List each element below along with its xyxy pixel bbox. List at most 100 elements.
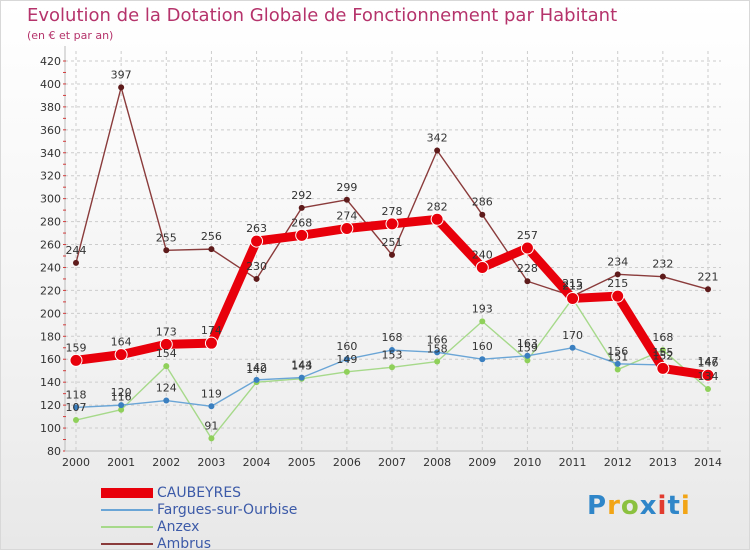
data-label-anzex-2001: 116 bbox=[111, 391, 132, 404]
data-label-fargues-sur-ourbise-2002: 124 bbox=[156, 382, 177, 395]
data-label-caubeyres-2005: 268 bbox=[291, 216, 312, 229]
y-tick-label-360: 360 bbox=[40, 124, 61, 137]
point-anzex-2003 bbox=[208, 435, 215, 442]
point-anzex-2013 bbox=[659, 347, 666, 354]
point-ambrus-2005 bbox=[298, 204, 305, 211]
data-label-anzex-2004: 140 bbox=[246, 363, 267, 376]
point-caubeyres-2008 bbox=[430, 212, 444, 226]
data-label-anzex-2011: 213 bbox=[562, 279, 583, 292]
y-tick-label-420: 420 bbox=[40, 55, 61, 68]
legend-swatch-fargues bbox=[101, 509, 153, 511]
series-anzex bbox=[73, 295, 711, 442]
data-label-anzex-2013: 168 bbox=[652, 331, 673, 344]
point-fargues-sur-ourbise-2005 bbox=[298, 374, 305, 381]
point-fargues-sur-ourbise-2001 bbox=[118, 402, 125, 409]
legend-swatch-anzex bbox=[101, 526, 153, 528]
data-label-caubeyres-2002: 173 bbox=[156, 325, 177, 338]
data-label-fargues-sur-ourbise-2012: 156 bbox=[607, 345, 628, 358]
data-label-fargues-sur-ourbise-2005: 144 bbox=[291, 359, 312, 372]
data-label-caubeyres-2010: 257 bbox=[517, 229, 538, 242]
point-ambrus-2013 bbox=[659, 273, 666, 280]
x-tick-label-2009: 2009 bbox=[468, 456, 496, 469]
y-tick-label-380: 380 bbox=[40, 101, 61, 114]
series-group bbox=[69, 84, 715, 442]
point-anzex-2007 bbox=[389, 364, 395, 371]
y-tick-label-140: 140 bbox=[40, 376, 61, 389]
data-label-fargues-sur-ourbise-2009: 160 bbox=[472, 340, 493, 353]
data-label-ambrus-2011: 215 bbox=[562, 277, 583, 290]
x-axis: 2000 2001 2002 2003 2004 2005 2006 2007 2008 2009… bbox=[62, 450, 722, 469]
point-anzex-2008 bbox=[434, 358, 441, 365]
data-label-ambrus-2006: 299 bbox=[336, 181, 357, 194]
data-label-anzex-2006: 149 bbox=[336, 353, 357, 366]
point-anzex-2010 bbox=[524, 357, 531, 364]
data-label-ambrus-2001: 397 bbox=[111, 68, 132, 81]
y-tick-label-240: 240 bbox=[40, 261, 61, 274]
data-label-caubeyres-2006: 274 bbox=[336, 209, 357, 222]
data-label-ambrus-2000: 244 bbox=[66, 244, 87, 257]
data-label-fargues-sur-ourbise-2008: 166 bbox=[427, 333, 448, 346]
point-ambrus-2001 bbox=[118, 84, 125, 91]
logo-letter: x bbox=[639, 491, 658, 521]
chart-title: Evolution de la Dotation Globale de Fonc… bbox=[27, 5, 618, 26]
legend-label-fargues: Fargues-sur-Ourbise bbox=[157, 502, 298, 518]
point-anzex-2009 bbox=[479, 318, 486, 325]
y-tick-label-220: 220 bbox=[40, 284, 61, 297]
data-label-anzex-2010: 159 bbox=[517, 341, 538, 354]
point-caubeyres-2004 bbox=[250, 234, 264, 248]
y-tick-label-100: 100 bbox=[40, 422, 61, 435]
point-ambrus-2002 bbox=[163, 247, 170, 254]
data-label-anzex-2002: 154 bbox=[156, 347, 177, 360]
point-anzex-2000 bbox=[73, 417, 79, 424]
data-label-ambrus-2009: 286 bbox=[472, 196, 493, 209]
data-label-anzex-2012: 151 bbox=[607, 351, 628, 364]
legend-swatch-ambrus bbox=[101, 543, 153, 545]
legend-swatch-caubeyres bbox=[101, 488, 153, 498]
point-anzex-2001 bbox=[118, 406, 125, 413]
point-caubeyres-2009 bbox=[475, 260, 489, 274]
data-label-caubeyres-2004: 263 bbox=[246, 222, 267, 235]
data-label-ambrus-2004: 230 bbox=[246, 260, 267, 273]
point-caubeyres-2006 bbox=[340, 221, 354, 235]
point-fargues-sur-ourbise-2011 bbox=[569, 344, 576, 351]
legend-label-caubeyres: CAUBEYRES bbox=[157, 485, 242, 501]
chart-subtitle: (en € et par an) bbox=[27, 29, 114, 42]
point-fargues-sur-ourbise-2004 bbox=[253, 376, 260, 383]
point-fargues-sur-ourbise-2003 bbox=[208, 403, 215, 410]
data-label-caubeyres-2009: 240 bbox=[472, 248, 493, 261]
point-caubeyres-2002 bbox=[159, 337, 173, 351]
data-label-ambrus-2013: 232 bbox=[652, 258, 673, 271]
point-ambrus-2008 bbox=[434, 147, 441, 154]
point-ambrus-2000 bbox=[73, 259, 79, 266]
logo-letter: i bbox=[680, 491, 691, 521]
x-tick-label-2013: 2013 bbox=[649, 456, 677, 469]
point-caubeyres-2010 bbox=[520, 241, 534, 255]
data-label-caubeyres-2011: 213 bbox=[562, 279, 583, 292]
logo-letter: t bbox=[667, 491, 681, 521]
data-label-caubeyres-2000: 159 bbox=[66, 341, 87, 354]
data-label-fargues-sur-ourbise-2007: 168 bbox=[382, 331, 403, 344]
data-label-anzex-2009: 193 bbox=[472, 302, 493, 315]
y-axis: 80 100 120 140 160 180 200 220 240 260 280 300 320 34… bbox=[40, 46, 66, 458]
data-label-fargues-sur-ourbise-2000: 118 bbox=[66, 388, 87, 401]
data-label-fargues-sur-ourbise-2004: 142 bbox=[246, 361, 267, 374]
data-label-ambrus-2003: 256 bbox=[201, 230, 222, 243]
x-tick-label-2010: 2010 bbox=[513, 456, 541, 469]
point-ambrus-2004 bbox=[253, 275, 260, 282]
y-tick-label-400: 400 bbox=[40, 78, 61, 91]
logo-letter: i bbox=[657, 491, 668, 521]
point-ambrus-2009 bbox=[479, 211, 486, 218]
point-fargues-sur-ourbise-2000 bbox=[73, 404, 79, 411]
data-label-ambrus-2002: 255 bbox=[156, 231, 177, 244]
data-label-caubeyres-2008: 282 bbox=[427, 200, 448, 213]
point-fargues-sur-ourbise-2009 bbox=[479, 356, 486, 363]
x-tick-label-2001: 2001 bbox=[107, 456, 135, 469]
point-fargues-sur-ourbise-2012 bbox=[614, 360, 621, 367]
point-caubeyres-2003 bbox=[204, 336, 218, 350]
data-label-fargues-sur-ourbise-2013: 155 bbox=[652, 346, 673, 359]
data-label-ambrus-2005: 292 bbox=[291, 189, 312, 202]
data-label-ambrus-2012: 234 bbox=[607, 255, 628, 268]
data-label-ambrus-2008: 342 bbox=[427, 131, 448, 144]
